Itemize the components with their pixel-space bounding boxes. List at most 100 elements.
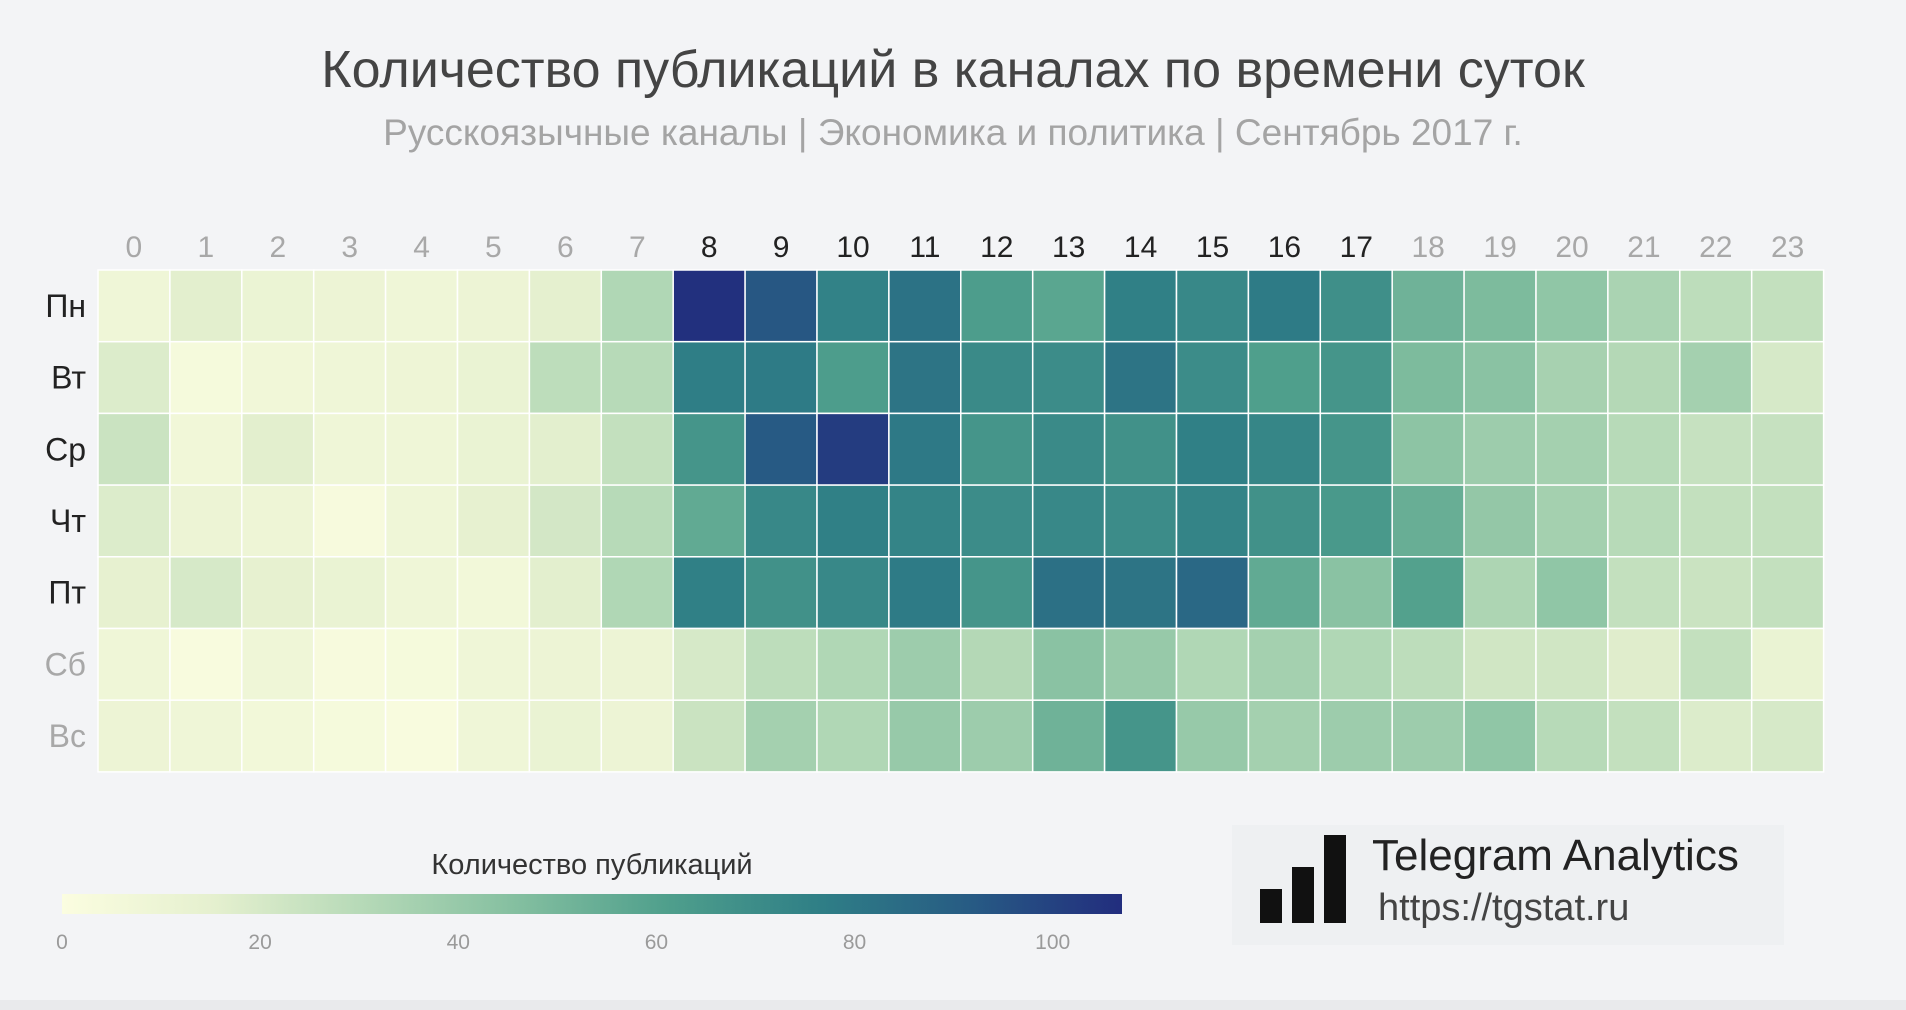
heatmap-cell: [600, 412, 674, 486]
heatmap-cell: [672, 556, 746, 630]
heatmap-cell: [744, 484, 818, 558]
x-tick-label: 10: [836, 231, 869, 264]
heatmap-cell: [1319, 484, 1393, 558]
brand-url[interactable]: https://tgstat.ru: [1378, 887, 1630, 929]
x-tick-label: 8: [701, 231, 718, 264]
heatmap-cell: [97, 412, 171, 486]
heatmap-cell: [744, 412, 818, 486]
heatmap-cell: [600, 340, 674, 415]
x-tick-label: 2: [269, 231, 286, 264]
heatmap-cell: [1463, 484, 1537, 558]
x-tick-label: 16: [1268, 231, 1301, 264]
brand-logo: Telegram Analytics https://tgstat.ru: [1232, 825, 1784, 945]
heatmap-cell: [1535, 269, 1609, 343]
heatmap-cell: [1463, 340, 1537, 415]
heatmap-cell: [1391, 269, 1465, 343]
heatmap-cell: [384, 269, 459, 343]
heatmap-cell: [456, 484, 531, 558]
x-tick-label: 21: [1627, 231, 1660, 264]
heatmap-cell: [672, 340, 746, 415]
heatmap-cell: [816, 412, 890, 486]
heatmap-cell: [241, 627, 315, 701]
x-tick-label: 22: [1699, 231, 1732, 264]
footer-strip: [0, 1000, 1906, 1010]
heatmap-cell: [960, 484, 1034, 558]
heatmap-cell: [744, 699, 818, 773]
heatmap-cell: [241, 340, 315, 415]
heatmap-cell: [960, 412, 1034, 486]
heatmap-cell: [600, 699, 674, 773]
heatmap-cell: [1319, 412, 1393, 486]
heatmap-cell: [456, 627, 531, 701]
heatmap-cell: [169, 699, 243, 773]
heatmap-cell: [241, 484, 315, 558]
heatmap-cell: [1750, 340, 1825, 415]
colorbar-tick-label: 80: [843, 931, 866, 954]
heatmap-cell: [1175, 340, 1250, 415]
heatmap-cell: [888, 484, 962, 558]
heatmap-cell: [97, 269, 171, 343]
heatmap-cell: [1463, 412, 1537, 486]
heatmap-cell: [1391, 556, 1465, 630]
heatmap-cell: [241, 556, 315, 630]
heatmap-cell: [97, 556, 171, 630]
heatmap-cell: [312, 412, 387, 486]
heatmap-cell: [528, 484, 603, 558]
heatmap-cell: [672, 412, 746, 486]
heatmap-cell: [888, 556, 962, 630]
heatmap-cell: [1391, 340, 1465, 415]
heatmap-cell: [97, 340, 171, 415]
heatmap-cell: [1247, 340, 1322, 415]
heatmap-cell: [528, 412, 603, 486]
heatmap-cell: [1750, 699, 1825, 773]
heatmap-cell: [1103, 627, 1178, 701]
logo-bar-icon: [1292, 867, 1314, 923]
heatmap-cell: [888, 412, 962, 486]
heatmap-cell: [1535, 340, 1609, 415]
heatmap-cell: [1103, 699, 1178, 773]
heatmap-cell: [1175, 412, 1250, 486]
heatmap-cell: [384, 699, 459, 773]
heatmap-cell: [1031, 556, 1106, 630]
heatmap-cell: [241, 412, 315, 486]
heatmap-cell: [672, 269, 746, 343]
heatmap-cell: [1607, 412, 1681, 486]
y-tick-label: Вс: [49, 718, 86, 754]
heatmap-cell: [1750, 269, 1825, 343]
heatmap-cell: [384, 484, 459, 558]
x-tick-label: 6: [557, 231, 574, 264]
heatmap-cell: [384, 412, 459, 486]
heatmap-cell: [1103, 412, 1178, 486]
heatmap-cell: [744, 627, 818, 701]
heatmap-cell: [1031, 340, 1106, 415]
heatmap-cell: [960, 627, 1034, 701]
heatmap-cell: [816, 627, 890, 701]
x-tick-label: 19: [1483, 231, 1516, 264]
colorbar-tick-label: 0: [56, 931, 68, 954]
heatmap-cell: [1247, 412, 1322, 486]
heatmap-cell: [97, 484, 171, 558]
heatmap-cell: [816, 484, 890, 558]
heatmap-cell: [312, 627, 387, 701]
heatmap-cell: [1607, 269, 1681, 343]
heatmap-cell: [672, 627, 746, 701]
heatmap-cell: [528, 699, 603, 773]
heatmap-cell: [528, 627, 603, 701]
heatmap-cell: [600, 556, 674, 630]
colorbar-tick-label: 100: [1035, 931, 1070, 954]
y-tick-label: Пн: [45, 288, 86, 324]
heatmap-cell: [1535, 412, 1609, 486]
heatmap-cell: [1750, 556, 1825, 630]
heatmap-cell: [456, 556, 531, 630]
heatmap-cell: [1319, 269, 1393, 343]
heatmap-cell: [600, 269, 674, 343]
heatmap-cell: [312, 699, 387, 773]
colorbar-tick-label: 20: [248, 931, 271, 954]
heatmap-cell: [1031, 627, 1106, 701]
heatmap-cell: [1535, 699, 1609, 773]
heatmap-cell: [816, 269, 890, 343]
heatmap-cell: [744, 340, 818, 415]
heatmap-cell: [1103, 556, 1178, 630]
